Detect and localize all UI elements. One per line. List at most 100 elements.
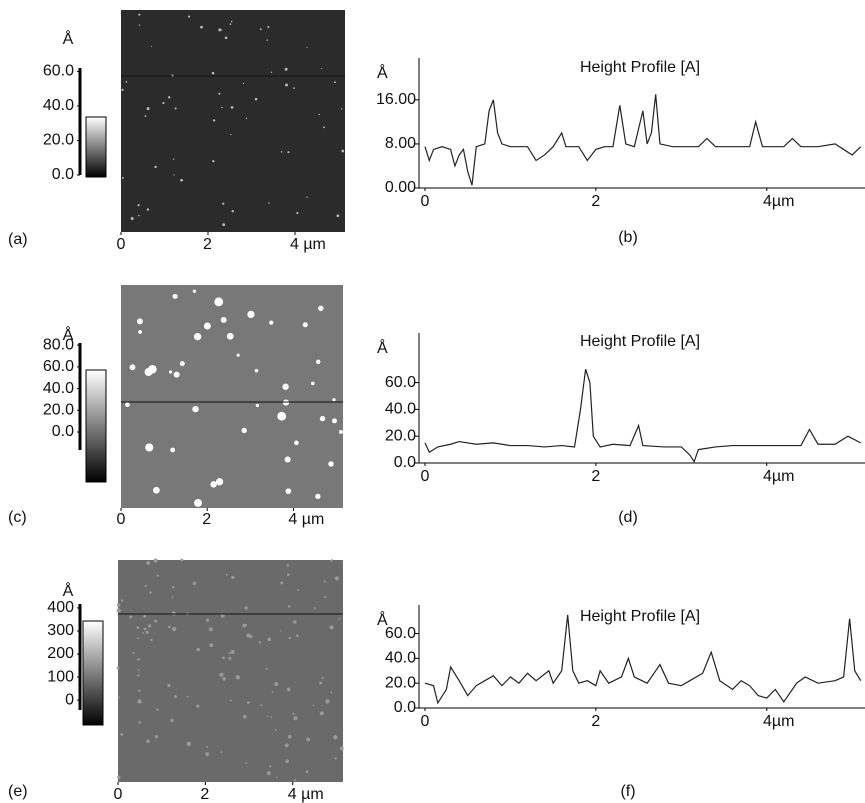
afm-feature [235, 675, 240, 680]
afm-feature [331, 418, 337, 424]
afm-feature [236, 353, 240, 357]
afm-feature [203, 322, 211, 330]
panel-label: (a) [8, 231, 28, 248]
afm-feature [206, 745, 209, 748]
afm-feature [137, 699, 142, 704]
afm-feature [145, 443, 154, 452]
afm-feature [180, 558, 184, 562]
afm-feature [173, 371, 180, 378]
afm-feature [270, 716, 273, 718]
x-tick-label: 4µm [763, 468, 794, 485]
afm-feature [269, 765, 272, 768]
afm-feature [129, 364, 136, 371]
afm-feature [138, 330, 143, 334]
x-tick-label: 2 [591, 193, 600, 210]
afm-feature [280, 151, 283, 153]
afm-feature [321, 676, 324, 680]
afm-image [121, 285, 343, 508]
afm-feature [260, 704, 263, 707]
afm-feature [246, 633, 251, 638]
afm-feature [247, 310, 255, 319]
afm-feature [315, 493, 321, 500]
y-tick-label: 0.0 [394, 454, 416, 471]
chart-title: Height Profile [A] [580, 59, 700, 76]
afm-feature [130, 217, 134, 220]
afm-feature [174, 107, 177, 110]
afm-image [118, 560, 343, 782]
y-tick-label: 20.0 [385, 427, 416, 444]
afm-feature [338, 617, 341, 620]
afm-feature [138, 24, 141, 26]
afm-feature [228, 652, 231, 655]
afm-feature [171, 595, 174, 598]
afm-feature [156, 574, 159, 577]
y-tick-label: 60.0 [385, 374, 416, 391]
chart-title: Height Profile [A] [580, 333, 700, 350]
afm-feature [196, 647, 200, 652]
afm-feature [153, 486, 160, 494]
afm-feature [287, 605, 291, 608]
afm-feature [280, 581, 284, 585]
afm-feature [168, 370, 173, 374]
colorbar-tick-label: 40.0 [43, 380, 74, 397]
colorbar-tick-label: 0 [65, 691, 74, 708]
y-tick-label: 0.0 [394, 699, 416, 716]
x-tick-label: 2 [202, 511, 211, 528]
afm-feature [265, 668, 268, 670]
afm-feature [171, 585, 175, 589]
afm-feature [286, 687, 291, 692]
afm-feature [222, 202, 225, 205]
afm-feature [267, 715, 269, 718]
afm-feature [297, 588, 299, 591]
x-tick-label: 4 µm [290, 236, 326, 253]
afm-feature [336, 214, 340, 218]
afm-feature [319, 711, 324, 716]
afm-feature [154, 619, 158, 623]
afm-feature [170, 447, 176, 453]
afm-feature [138, 214, 140, 217]
afm-feature [280, 630, 282, 632]
afm-feature [143, 614, 147, 618]
afm-feature [225, 573, 228, 576]
afm-feature [138, 721, 142, 724]
afm-feature [138, 669, 140, 671]
afm-feature [242, 82, 245, 84]
afm-feature [222, 656, 225, 660]
afm-feature [296, 212, 299, 215]
afm-feature [285, 759, 289, 764]
y-tick-label: 20.0 [385, 674, 416, 691]
afm-feature [284, 743, 289, 748]
colorbar-tick-label: 200 [47, 645, 74, 662]
colorbar-tick-label: 20.0 [43, 132, 74, 149]
afm-feature [241, 427, 247, 434]
afm-feature [274, 729, 277, 731]
panel-label: (f) [620, 783, 635, 800]
afm-feature [339, 746, 344, 751]
afm-feature [167, 683, 171, 688]
y-axis-label: Å [377, 610, 388, 629]
x-tick-label: 4µm [763, 713, 794, 730]
x-tick-label: 4 µm [288, 786, 324, 803]
x-tick-label: 4µm [763, 193, 794, 210]
afm-feature [117, 775, 121, 779]
afm-feature [271, 691, 274, 693]
afm-feature [138, 689, 141, 693]
afm-feature [318, 305, 324, 312]
afm-feature [334, 576, 339, 581]
afm-feature [231, 210, 234, 213]
x-tick-label: 0 [421, 713, 430, 730]
afm-feature [306, 196, 308, 198]
afm-feature [196, 704, 200, 708]
afm-feature [145, 630, 149, 634]
colorbar-tick-label: 20.0 [43, 402, 74, 419]
y-axis-label: Å [377, 338, 388, 357]
afm-feature [218, 92, 221, 95]
x-tick-label: 0 [117, 236, 126, 253]
afm-feature [259, 28, 262, 31]
afm-feature [287, 734, 292, 739]
afm-feature [305, 770, 309, 774]
afm-feature [222, 223, 226, 227]
afm-feature [162, 102, 165, 105]
afm-feature [208, 627, 213, 632]
